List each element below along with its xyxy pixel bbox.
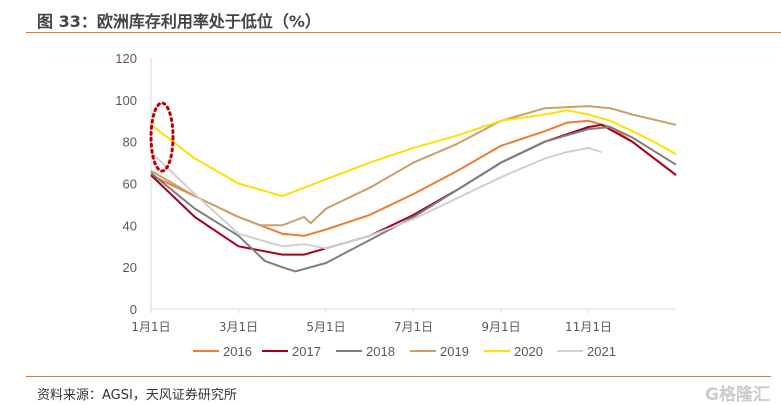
legend-label-2016: 2016 [223, 344, 252, 359]
source-note: 资料来源：AGSI，天风证券研究所 [37, 388, 237, 403]
x-tick-label: 5月1日 [306, 320, 345, 334]
series-line-2017 [150, 123, 677, 256]
x-tick-label: 11月1日 [565, 320, 612, 334]
watermark-logo: G格隆汇 [705, 385, 770, 405]
x-tick-label: 3月1日 [219, 320, 258, 334]
y-tick-label: 100 [115, 93, 137, 108]
legend-label-2018: 2018 [366, 344, 395, 359]
figure-title: 图 33：欧洲库存利用率处于低位（%） [37, 12, 321, 31]
x-tick-label: 7月1日 [394, 320, 433, 334]
legend-label-2020: 2020 [514, 344, 543, 359]
legend-label-2021: 2021 [587, 344, 616, 359]
series-line-2021 [150, 146, 602, 250]
y-tick-label: 0 [130, 302, 137, 317]
y-tick-label: 80 [123, 135, 137, 150]
series-line-2019 [150, 105, 677, 227]
y-tick-label: 20 [123, 260, 137, 275]
y-tick-label: 40 [123, 218, 137, 233]
series-line-2020 [150, 109, 677, 198]
x-tick-label: 9月1日 [481, 320, 520, 334]
legend-label-2019: 2019 [440, 344, 469, 359]
annotation-ellipse [149, 101, 175, 173]
title-divider [26, 32, 781, 33]
legend-label-2017: 2017 [292, 344, 321, 359]
y-tick-label: 120 [115, 51, 137, 66]
y-tick-label: 60 [123, 177, 137, 192]
x-tick-label: 1月1日 [131, 320, 170, 334]
source-divider [26, 376, 771, 377]
